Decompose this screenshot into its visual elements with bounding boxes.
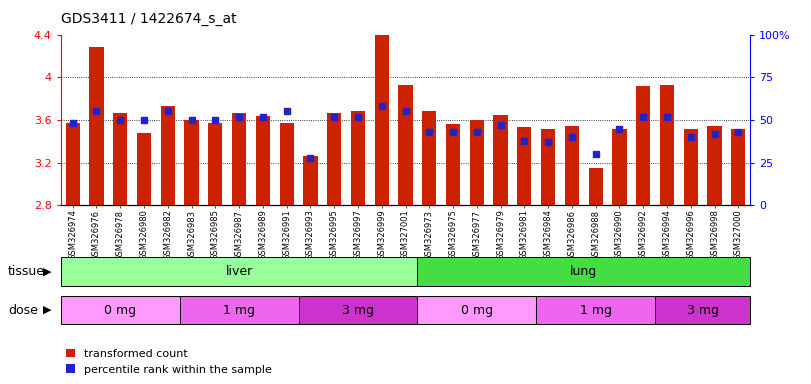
Text: 3 mg: 3 mg: [687, 304, 719, 316]
Text: 0 mg: 0 mg: [104, 304, 136, 316]
Bar: [255, 116, 270, 205]
Text: lung: lung: [570, 265, 598, 278]
Bar: [589, 168, 603, 205]
Bar: [636, 86, 650, 205]
Bar: [298, 296, 418, 324]
Bar: [113, 113, 127, 205]
Text: GDS3411 / 1422674_s_at: GDS3411 / 1422674_s_at: [61, 12, 237, 25]
Bar: [446, 124, 460, 205]
Bar: [423, 111, 436, 205]
Bar: [564, 126, 579, 205]
Bar: [493, 115, 508, 205]
Text: ▶: ▶: [43, 266, 51, 277]
Text: dose: dose: [8, 304, 38, 316]
Bar: [660, 85, 674, 205]
Bar: [351, 111, 365, 205]
Bar: [517, 127, 531, 205]
Bar: [89, 47, 104, 205]
Bar: [418, 257, 750, 286]
Bar: [732, 129, 745, 205]
Bar: [327, 113, 341, 205]
Text: tissue: tissue: [8, 265, 45, 278]
Bar: [418, 296, 536, 324]
Text: 0 mg: 0 mg: [461, 304, 493, 316]
Bar: [184, 120, 199, 205]
Text: ▶: ▶: [43, 305, 51, 315]
Text: 1 mg: 1 mg: [580, 304, 611, 316]
Bar: [208, 123, 222, 205]
Bar: [541, 129, 556, 205]
Bar: [536, 296, 655, 324]
Text: 3 mg: 3 mg: [342, 304, 374, 316]
Bar: [470, 120, 484, 205]
Bar: [137, 133, 151, 205]
Text: 1 mg: 1 mg: [223, 304, 255, 316]
Text: liver: liver: [225, 265, 253, 278]
Bar: [303, 156, 318, 205]
Bar: [61, 296, 180, 324]
Bar: [398, 85, 413, 205]
Bar: [61, 257, 418, 286]
Bar: [655, 296, 750, 324]
Bar: [280, 123, 294, 205]
Bar: [684, 129, 698, 205]
Bar: [161, 106, 175, 205]
Bar: [612, 129, 627, 205]
Bar: [180, 296, 298, 324]
Legend: transformed count, percentile rank within the sample: transformed count, percentile rank withi…: [67, 349, 272, 375]
Bar: [707, 126, 722, 205]
Bar: [232, 113, 247, 205]
Bar: [66, 123, 79, 205]
Bar: [375, 27, 388, 205]
